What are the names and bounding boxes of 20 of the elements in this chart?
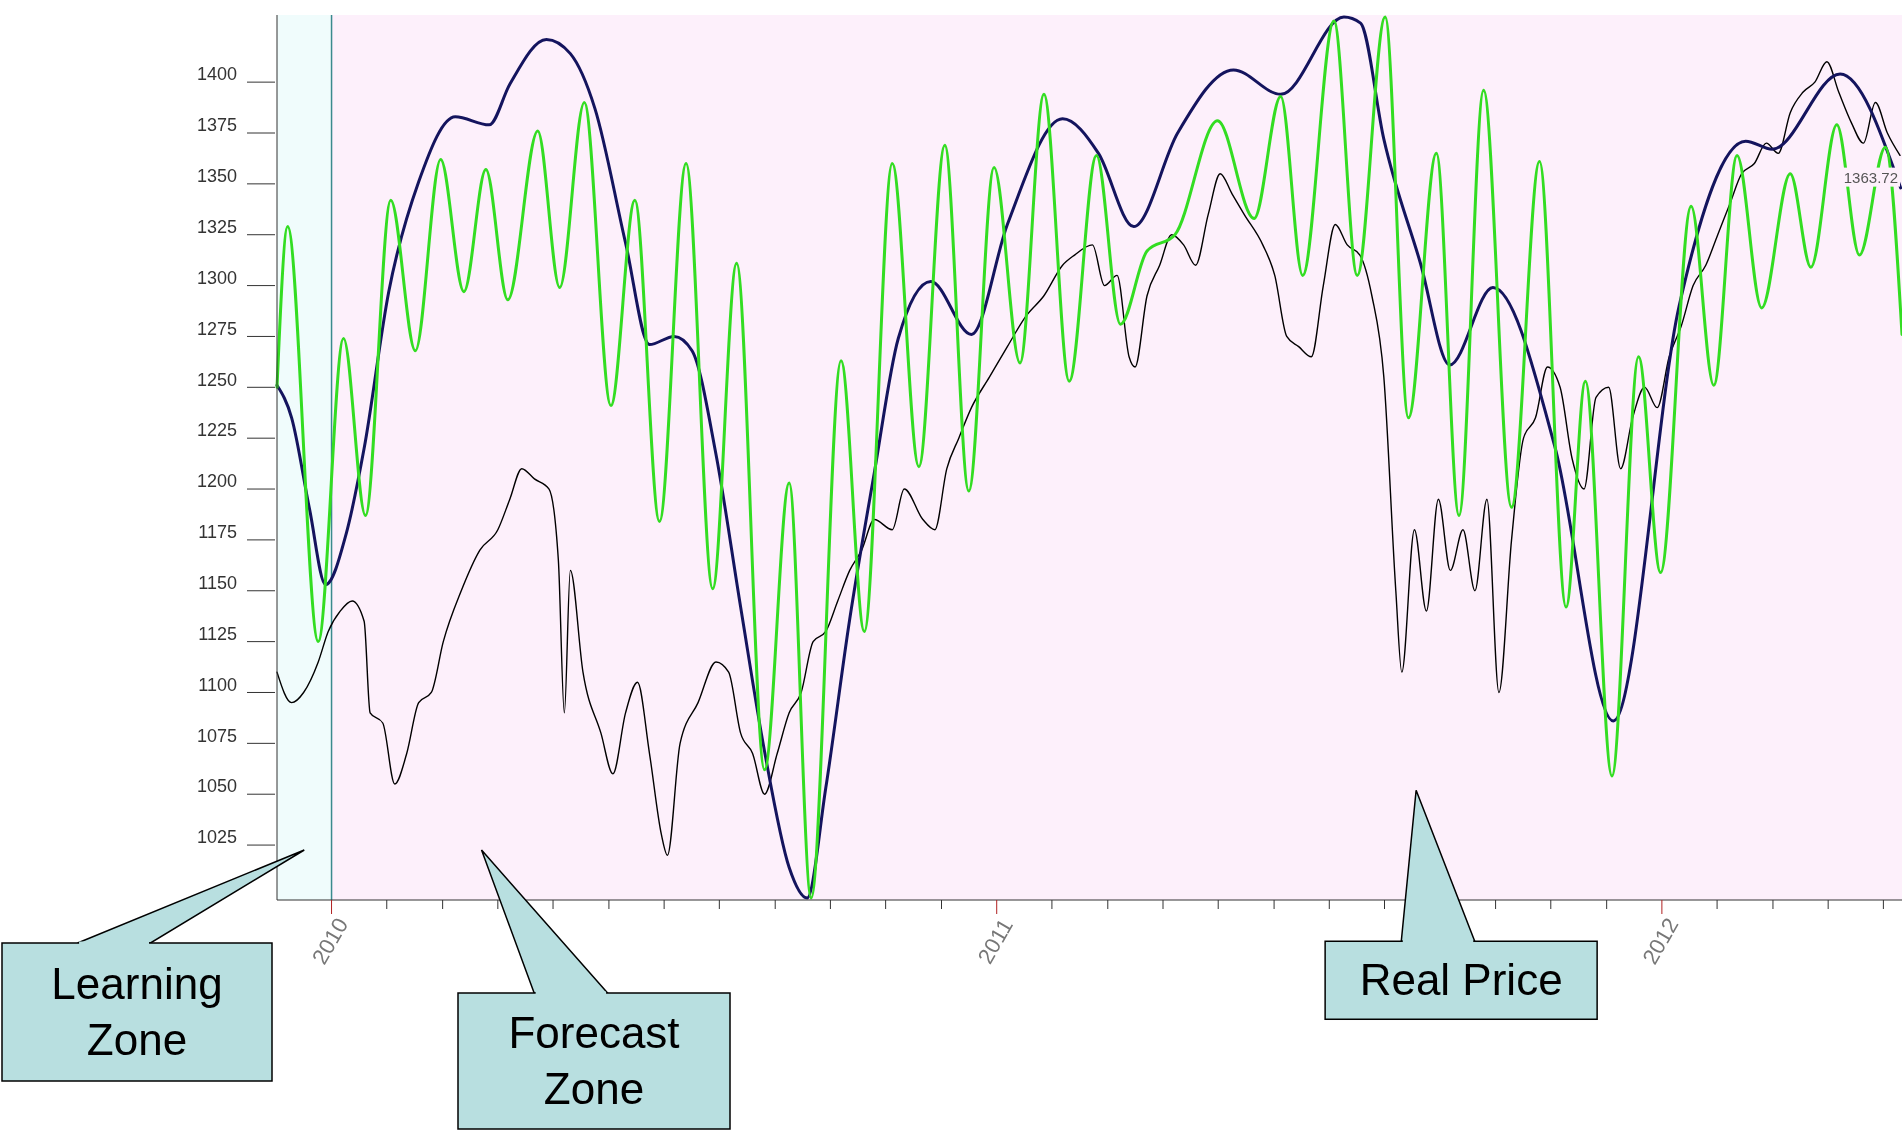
y-tick-label: 1250: [196, 369, 237, 390]
y-tick-label: 1325: [196, 216, 237, 237]
y-tick-label: 1225: [196, 420, 237, 441]
y-tick-label: 1375: [196, 115, 237, 136]
y-tick-label: 1300: [196, 267, 237, 288]
y-tick-label: 1175: [198, 522, 237, 543]
y-tick-label: 1200: [196, 471, 237, 492]
y-tick-label: 1400: [196, 64, 237, 85]
y-tick-label: 1275: [196, 318, 237, 339]
y-tick-label: 1075: [196, 725, 237, 746]
band-label: Learning Zone: [51, 959, 223, 1064]
y-tick-label: 1100: [198, 674, 237, 695]
y-tick-label: 1150: [198, 572, 237, 593]
text: Real Price: [1359, 955, 1563, 1005]
y-tick-label: 1350: [196, 166, 237, 187]
annotation: 1363.72: [1843, 168, 1898, 186]
y-tick-label: 1050: [196, 776, 237, 797]
y-tick-label: 1025: [196, 827, 237, 848]
band-label: Forecast Zone: [508, 1008, 680, 1113]
y-tick-label: 1125: [198, 623, 237, 644]
